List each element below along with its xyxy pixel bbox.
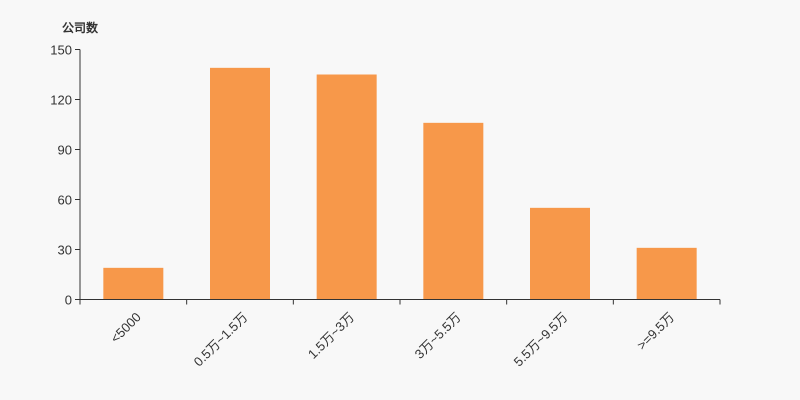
bar-2	[316, 74, 377, 300]
y-tick-label: 150	[50, 43, 72, 58]
y-tick-label: 0	[65, 293, 72, 308]
y-tick-label: 90	[58, 143, 72, 158]
bar-5	[636, 247, 697, 300]
y-tick-label: 30	[58, 243, 72, 258]
y-tick-label: 60	[58, 193, 72, 208]
y-axis-label: 公司数	[62, 20, 99, 35]
x-tick-label: >=9.5万	[634, 309, 677, 352]
x-tick-label: 5.5万~9.5万	[511, 309, 571, 369]
bars	[103, 67, 697, 300]
x-tick-label: 3万~5.5万	[412, 309, 464, 361]
bar-1	[210, 67, 270, 300]
bar-4	[530, 207, 590, 300]
axes: 0 30 60 90 120 150 <5000 0.5万~1.5万 1.5万~3万 3万~5.5…	[50, 43, 721, 369]
x-tick-label: <5000	[107, 309, 143, 345]
y-tick-label: 120	[50, 93, 72, 108]
x-tick-label: 1.5万~3万	[305, 309, 357, 361]
bar-3	[423, 122, 484, 300]
bar-0	[103, 267, 164, 300]
x-tick-label: 0.5万~1.5万	[191, 309, 251, 369]
